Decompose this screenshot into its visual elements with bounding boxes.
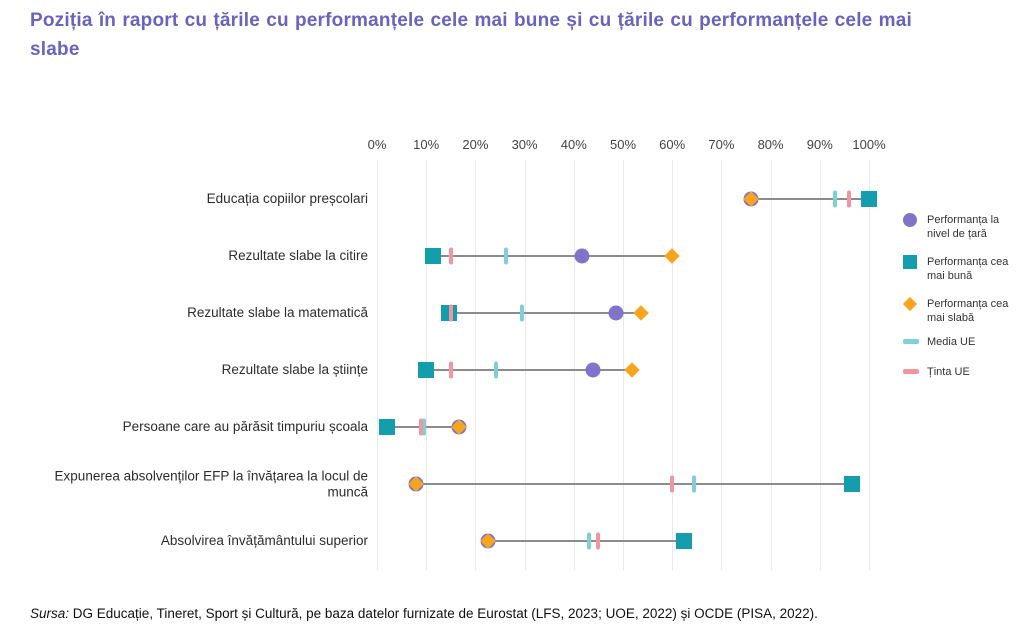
legend-item-country: Performanța la nivel de țară — [903, 213, 1015, 242]
marker-eu-target — [448, 304, 453, 322]
x-axis-tick-label: 60% — [659, 137, 686, 152]
x-axis-tick-label: 10% — [413, 137, 440, 152]
marker-best — [418, 362, 435, 378]
marker-country — [608, 305, 624, 321]
marker-eu-average — [494, 361, 499, 379]
marker-eu-average — [692, 475, 697, 493]
marker-worst — [632, 305, 649, 321]
page-title: Poziția în raport cu țările cu performan… — [30, 10, 912, 61]
gridline — [672, 160, 674, 570]
marker-best — [843, 476, 860, 492]
source-prefix: Sursa: — [30, 606, 70, 621]
gridline — [819, 160, 821, 570]
x-axis-tick-label: 100% — [852, 137, 886, 152]
category-label: Absolvirea învățământului superior — [160, 533, 368, 549]
source-note: Sursa: DG Educație, Tineret, Sport și Cu… — [30, 606, 818, 621]
x-axis-tick-label: 50% — [609, 137, 637, 152]
x-axis-tick-label: 90% — [806, 137, 833, 152]
legend-worst-diamond-icon — [902, 296, 919, 312]
legend-eu-average-dash-icon — [903, 335, 919, 344]
category-label: Expunerea absolvenților EFP la învățarea… — [54, 468, 368, 499]
gridline — [524, 160, 526, 570]
category-label: Persoane care au părăsit timpuriu școala — [122, 419, 368, 435]
gridline — [869, 160, 870, 570]
range-connector-line — [751, 198, 869, 200]
marker-eu-average — [833, 190, 838, 208]
x-axis-tick-label: 40% — [560, 137, 587, 152]
legend-country-circle-icon — [903, 213, 919, 227]
category-label: Rezultate slabe la matematică — [187, 305, 368, 321]
marker-best — [861, 191, 877, 207]
legend-item-eu-target: Ținta UE — [903, 365, 1015, 379]
legend-item-label: Performanța cea mai bună — [927, 256, 1009, 283]
marker-best — [425, 248, 442, 264]
x-axis-tick-label: 20% — [462, 137, 489, 152]
legend-item-eu-average: Media UE — [903, 335, 1015, 349]
marker-worst — [624, 362, 640, 378]
legend-item-worst: Performanța cea mai slabă — [902, 296, 1015, 326]
range-connector-line — [416, 483, 852, 485]
marker-eu-average — [503, 247, 508, 265]
marker-country — [574, 248, 590, 264]
gridline — [377, 160, 378, 570]
source-text: DG Educație, Tineret, Sport și Cultură, … — [69, 606, 818, 621]
x-axis-tick-label: 30% — [511, 137, 538, 152]
marker-eu-target — [448, 361, 453, 379]
marker-worst — [664, 248, 680, 264]
legend-item-label: Performanța cea mai slabă — [927, 298, 1009, 325]
marker-country — [585, 362, 601, 378]
marker-eu-target — [596, 532, 601, 550]
gridline — [573, 160, 575, 570]
marker-eu-average — [587, 532, 592, 550]
legend-best-square-icon — [903, 255, 919, 269]
gridline — [721, 160, 723, 570]
marker-eu-target — [448, 247, 453, 265]
chart-legend: Performanța la nivel de țară Performanța … — [902, 0, 1021, 420]
marker-eu-target — [847, 190, 852, 208]
legend-item-label: Performanța la nivel de țară — [927, 214, 1000, 241]
category-label: Rezultate slabe la citire — [228, 248, 368, 264]
legend-eu-target-dash-icon — [903, 365, 919, 374]
legend-item-label: Ținta UE — [927, 366, 970, 378]
gridline — [475, 160, 477, 570]
gridline — [770, 160, 772, 570]
marker-eu-target — [670, 475, 675, 493]
range-connector-line — [487, 540, 684, 542]
range-connector-line — [433, 255, 673, 257]
category-label: Rezultate slabe la științe — [221, 362, 368, 378]
x-axis-tick-label: 0% — [367, 137, 387, 152]
category-label: Educația copiilor preșcolari — [206, 191, 368, 207]
legend-item-label: Media UE — [927, 336, 976, 348]
marker-eu-average — [520, 304, 525, 322]
marker-best — [378, 419, 395, 435]
gridline — [623, 160, 624, 570]
x-axis-tick-label: 70% — [708, 137, 735, 152]
marker-eu-target — [419, 418, 424, 436]
marker-eu-average — [421, 418, 426, 436]
range-connector-line — [449, 312, 641, 314]
range-connector-line — [426, 369, 632, 371]
x-axis-tick-label: 80% — [757, 137, 784, 152]
legend-item-best: Performanța cea mai bună — [903, 255, 1015, 284]
marker-best — [675, 533, 692, 549]
